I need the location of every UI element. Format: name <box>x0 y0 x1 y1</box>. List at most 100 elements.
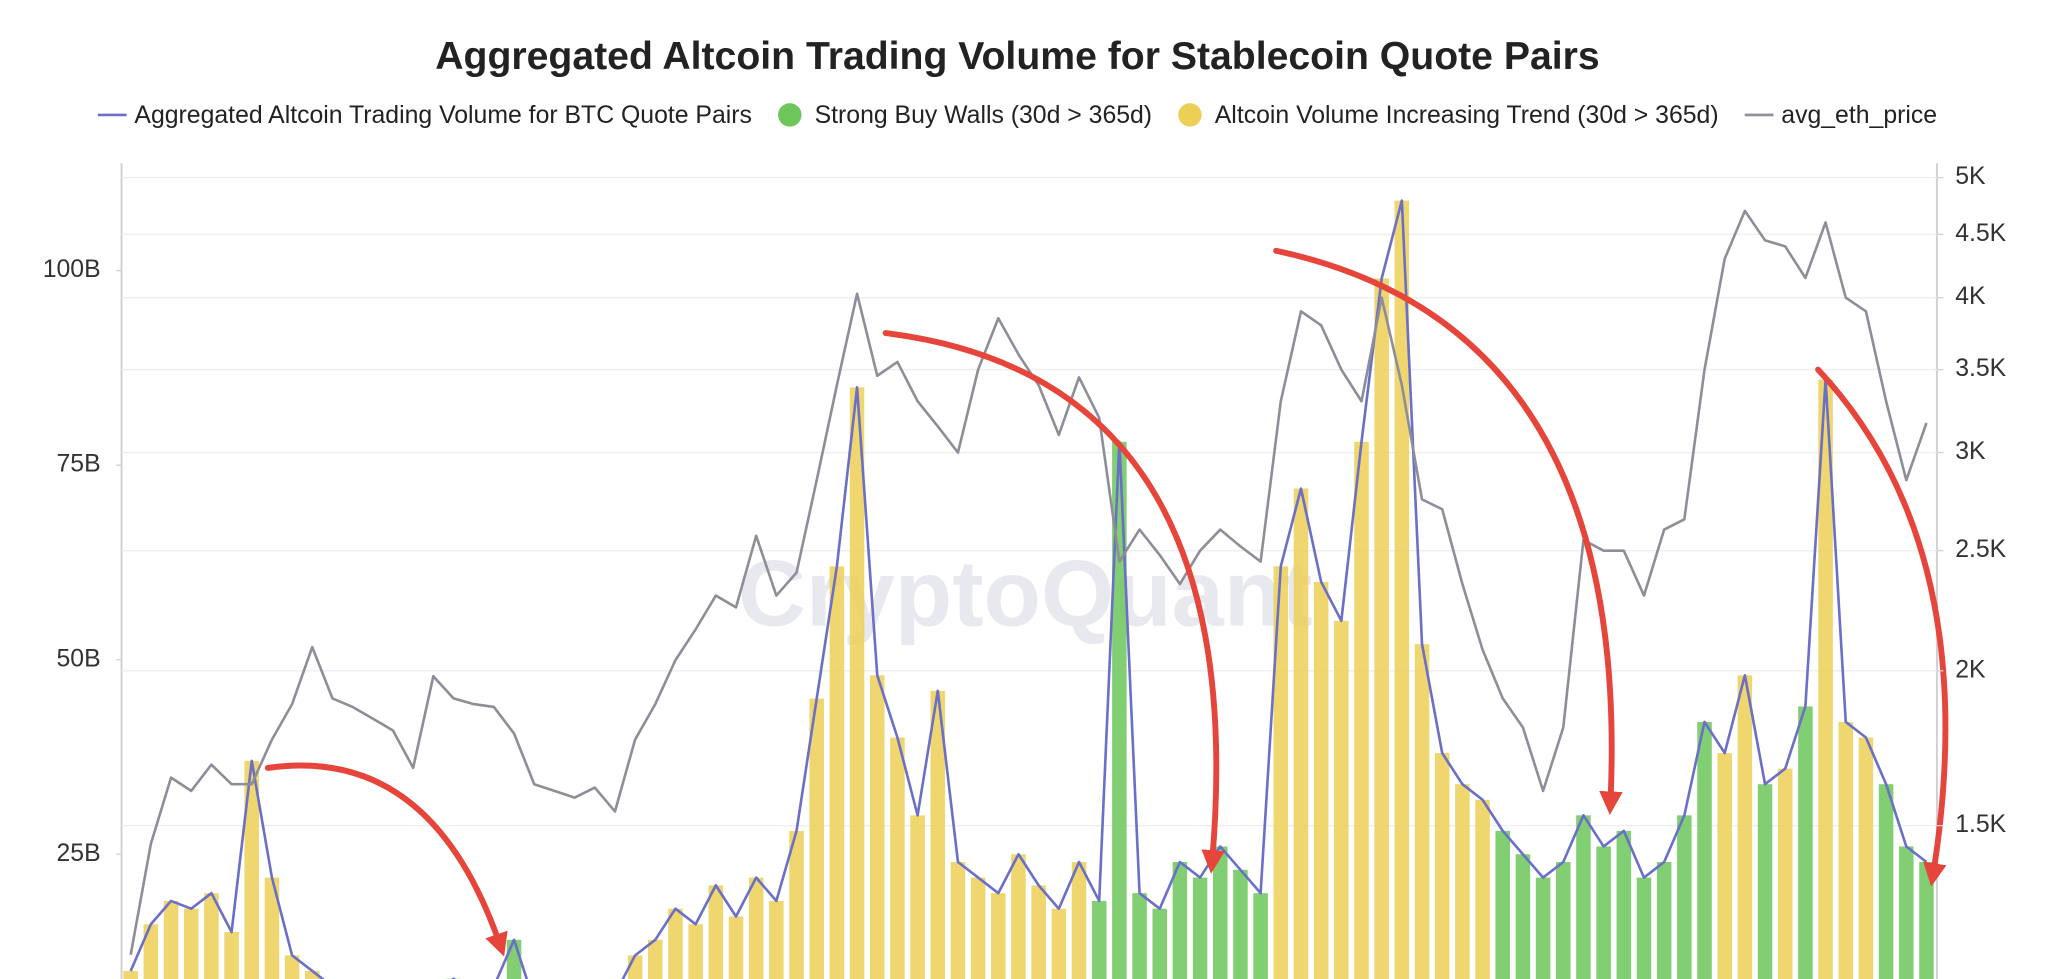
bar <box>708 885 724 979</box>
bar <box>1192 877 1208 979</box>
bar <box>1051 908 1067 979</box>
axes: 25B 50B 75B 100B 1.5K 2K 2.5K 3K 3.5K 4K 4.5K 5K <box>43 163 2007 867</box>
bar <box>1414 644 1430 979</box>
arrow <box>264 762 508 957</box>
bar <box>1233 869 1248 979</box>
bar <box>1293 488 1309 979</box>
bar <box>183 908 199 979</box>
y2-tick-label: 1.5K <box>1955 811 2006 838</box>
legend-item: Strong Buy Walls (30d > 365d) <box>778 102 1152 129</box>
bar <box>1031 885 1046 979</box>
bar <box>991 893 1006 979</box>
legend: Aggregated Altcoin Trading Volume for BT… <box>97 102 1937 129</box>
bar <box>1798 706 1813 979</box>
legend-item: avg_eth_price <box>1744 102 1937 129</box>
bar <box>1556 862 1571 979</box>
bar <box>950 862 966 979</box>
bar <box>1374 278 1389 979</box>
bar <box>163 900 179 979</box>
y-tick-label: 50B <box>57 645 101 672</box>
bar <box>728 916 744 979</box>
bar <box>1596 846 1611 979</box>
bar <box>1354 441 1369 979</box>
y2-tick-label: 4K <box>1955 283 1986 310</box>
y2-tick-label: 3.5K <box>1955 355 2006 382</box>
bar <box>1091 900 1107 979</box>
line <box>129 199 1928 979</box>
legend-marker <box>1178 103 1202 127</box>
bar <box>809 698 824 979</box>
bar <box>1737 675 1753 979</box>
y-tick-label: 75B <box>57 451 101 478</box>
bar <box>1011 854 1026 979</box>
grid <box>121 176 1937 827</box>
bar <box>1212 846 1228 979</box>
y2-tick-label: 5K <box>1955 163 1986 190</box>
arrow <box>1815 366 1949 887</box>
bar <box>1112 441 1127 979</box>
line <box>129 209 1928 956</box>
bar <box>789 830 804 979</box>
arrow <box>882 330 1225 874</box>
bar <box>1152 908 1167 979</box>
bar <box>769 900 784 979</box>
arrow <box>1273 247 1623 815</box>
bar <box>1838 721 1854 979</box>
bar <box>143 924 159 979</box>
bar <box>264 877 280 979</box>
chart-title: Aggregated Altcoin Trading Volume for St… <box>435 35 1599 78</box>
bar <box>1334 620 1349 979</box>
y-tick-label: 100B <box>43 256 101 283</box>
bar <box>890 737 905 979</box>
legend-item: Altcoin Volume Increasing Trend (30d > 3… <box>1178 102 1719 129</box>
bar <box>1777 768 1793 979</box>
bar <box>1495 830 1511 979</box>
bar <box>688 924 703 979</box>
bar <box>1858 737 1874 979</box>
bar <box>1475 799 1490 979</box>
bar <box>1394 200 1410 979</box>
bar <box>1656 862 1672 979</box>
bar <box>648 939 663 979</box>
bar <box>1455 784 1470 979</box>
bar <box>1757 784 1773 979</box>
bar <box>869 675 885 979</box>
bar <box>930 690 946 979</box>
legend-label: avg_eth_price <box>1781 102 1937 129</box>
bar <box>829 566 845 979</box>
bar <box>1697 721 1712 979</box>
y2-tick-label: 4.5K <box>1955 220 2006 247</box>
bar <box>668 908 683 979</box>
bar <box>970 877 986 979</box>
bar <box>1818 379 1833 979</box>
bar <box>849 387 865 979</box>
bar <box>1677 815 1692 979</box>
bar <box>284 955 300 979</box>
y-tick-label: 25B <box>57 840 101 867</box>
bar <box>1576 815 1591 979</box>
bar <box>1616 830 1632 979</box>
bar <box>1515 854 1531 979</box>
legend-label: Strong Buy Walls (30d > 365d) <box>815 102 1152 129</box>
bar <box>1878 784 1894 979</box>
bar <box>1172 862 1188 979</box>
bar <box>305 970 320 979</box>
legend-label: Aggregated Altcoin Trading Volume for BT… <box>134 102 752 129</box>
bar <box>1313 581 1329 979</box>
bar <box>1132 893 1147 979</box>
bar <box>1535 877 1551 979</box>
bar <box>1636 877 1652 979</box>
bar <box>1899 846 1914 979</box>
bar <box>244 760 260 979</box>
annotations <box>264 247 1949 957</box>
y2-tick-label: 2K <box>1955 656 1986 683</box>
legend-item: Aggregated Altcoin Trading Volume for BT… <box>97 102 752 129</box>
bar <box>1071 862 1087 979</box>
bar <box>1273 566 1289 979</box>
bar <box>1717 753 1732 979</box>
plot-area <box>123 199 1934 979</box>
bar <box>1919 862 1934 979</box>
y2-tick-label: 2.5K <box>1955 536 2006 563</box>
legend-label: Altcoin Volume Increasing Trend (30d > 3… <box>1215 102 1719 129</box>
